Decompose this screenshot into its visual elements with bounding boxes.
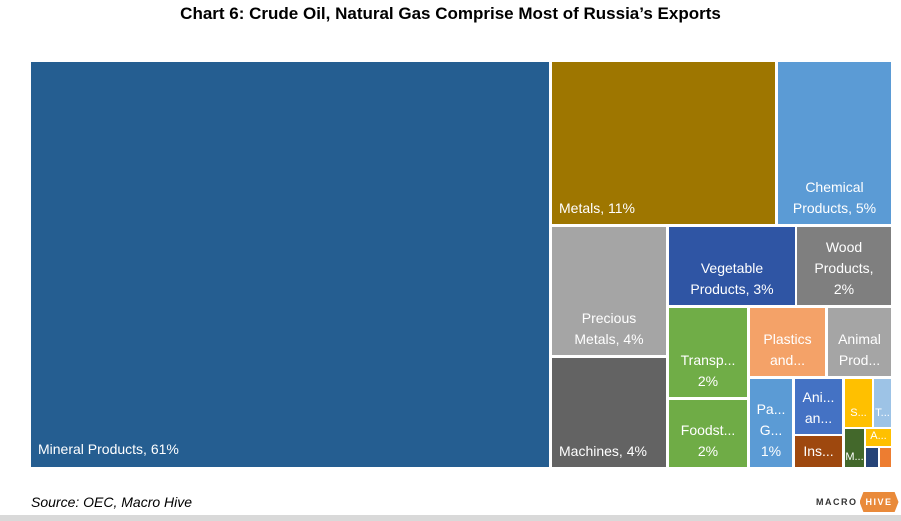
treemap-tile-miscellaneous xyxy=(845,429,864,467)
tile-label-vegetable-products: Vegetable Products, 3% xyxy=(690,260,773,297)
treemap-tile-vegetable-products xyxy=(669,227,795,305)
logo-prefix: MACRO xyxy=(816,497,858,507)
tile-label-paper-goods: Pa... G... 1% xyxy=(757,401,786,459)
bottom-divider xyxy=(0,515,901,521)
treemap-tile-textiles xyxy=(874,379,891,427)
treemap-tile-plastics-and-rubbers xyxy=(750,308,825,376)
tile-label-wood-products: Wood Products, 2% xyxy=(814,239,873,297)
treemap-tile-transportation xyxy=(669,308,747,397)
source-note: Source: OEC, Macro Hive xyxy=(31,494,193,510)
treemap-tile-precious-metals xyxy=(552,227,666,355)
treemap-tile-wood-products xyxy=(797,227,891,305)
tile-label-transportation: Transp... 2% xyxy=(681,352,736,389)
treemap-tile-stone-and-glass xyxy=(845,379,872,427)
tile-label-miscellaneous: M... xyxy=(845,451,863,463)
tile-label-chemical-products: Chemical Products, 5% xyxy=(793,179,876,216)
tile-label-instruments: Ins... xyxy=(803,443,833,459)
tile-label-arts-and-antiques: A... xyxy=(870,430,887,442)
treemap-tile-animal-products xyxy=(828,308,891,376)
tile-label-animal-and-vegetable-bi-products: Ani... an... xyxy=(803,389,835,426)
treemap-tile-instruments xyxy=(795,436,842,467)
tile-label-precious-metals: Precious Metals, 4% xyxy=(574,310,643,347)
tile-label-textiles: T... xyxy=(875,407,890,419)
treemap-tile-paper-goods xyxy=(750,379,792,467)
macro-hive-logo: MACRO HIVE xyxy=(816,490,899,514)
treemap-tile-footwear-and-headwear xyxy=(866,448,878,467)
tile-label-plastics-and-rubbers: Plastics and... xyxy=(763,331,811,368)
tile-label-metals: Metals, 11% xyxy=(559,200,635,216)
treemap-tile-chemical-products xyxy=(778,62,891,224)
tile-label-mineral-products: Mineral Products, 61% xyxy=(38,441,179,457)
treemap-tile-machines xyxy=(552,358,666,467)
logo-hex-badge: HIVE xyxy=(859,492,899,512)
treemap-tile-weapons xyxy=(880,448,891,467)
treemap-tile-mineral-products xyxy=(31,62,549,467)
treemap-tile-arts-and-antiques xyxy=(866,429,891,446)
tile-label-animal-products: Animal Prod... xyxy=(838,331,881,368)
treemap-tile-metals xyxy=(552,62,775,224)
treemap-tile-foodstuffs xyxy=(669,400,747,467)
tile-label-foodstuffs: Foodst... 2% xyxy=(681,422,735,459)
tile-label-stone-and-glass: S... xyxy=(850,407,867,419)
tile-label-machines: Machines, 4% xyxy=(559,443,647,459)
chart-title: Chart 6: Crude Oil, Natural Gas Comprise… xyxy=(180,4,721,23)
treemap-tile-animal-and-vegetable-bi-products xyxy=(795,379,842,434)
